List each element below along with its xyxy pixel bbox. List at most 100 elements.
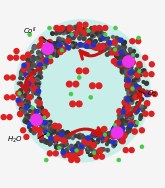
Circle shape [31, 65, 34, 68]
Circle shape [120, 60, 122, 62]
Circle shape [42, 120, 46, 124]
Circle shape [76, 29, 79, 33]
Circle shape [64, 135, 68, 139]
Circle shape [53, 46, 56, 49]
Circle shape [28, 122, 32, 127]
Circle shape [19, 93, 23, 96]
Circle shape [37, 75, 39, 77]
Circle shape [132, 96, 136, 100]
Circle shape [45, 116, 47, 118]
Circle shape [87, 31, 91, 34]
Circle shape [145, 92, 149, 97]
Circle shape [106, 143, 108, 146]
Circle shape [41, 107, 43, 109]
Circle shape [96, 152, 99, 155]
Circle shape [19, 77, 22, 80]
Circle shape [76, 101, 82, 107]
Circle shape [14, 49, 19, 54]
Circle shape [26, 86, 30, 89]
Circle shape [59, 130, 62, 133]
Circle shape [123, 113, 127, 116]
Circle shape [40, 129, 43, 132]
Text: $H_2O$: $H_2O$ [7, 135, 22, 145]
Circle shape [113, 134, 117, 137]
Circle shape [79, 33, 82, 36]
Circle shape [107, 132, 111, 136]
Circle shape [92, 151, 96, 155]
Circle shape [34, 92, 37, 95]
Circle shape [34, 57, 37, 60]
Circle shape [129, 65, 133, 69]
Circle shape [127, 122, 130, 126]
Circle shape [67, 29, 70, 33]
Circle shape [115, 122, 118, 126]
Circle shape [101, 128, 105, 132]
Circle shape [48, 46, 52, 50]
Circle shape [130, 100, 133, 104]
Circle shape [32, 131, 36, 135]
Circle shape [33, 126, 38, 131]
Circle shape [4, 75, 9, 80]
Circle shape [146, 92, 151, 96]
Circle shape [24, 63, 29, 68]
Circle shape [131, 53, 135, 57]
Circle shape [109, 133, 112, 136]
Circle shape [19, 89, 23, 93]
Circle shape [110, 132, 113, 135]
Circle shape [37, 97, 40, 100]
Circle shape [42, 124, 44, 126]
Circle shape [96, 140, 99, 144]
Circle shape [62, 152, 67, 158]
Circle shape [60, 144, 63, 147]
Circle shape [39, 127, 43, 131]
Circle shape [111, 127, 116, 132]
Circle shape [91, 34, 93, 37]
Circle shape [122, 41, 125, 45]
Circle shape [78, 133, 82, 137]
Circle shape [132, 89, 136, 93]
Circle shape [21, 55, 26, 60]
Circle shape [25, 104, 28, 107]
Circle shape [38, 65, 43, 70]
Circle shape [23, 119, 27, 123]
Circle shape [134, 96, 136, 98]
Circle shape [86, 148, 89, 152]
Circle shape [121, 71, 124, 74]
Circle shape [127, 95, 130, 97]
Circle shape [57, 49, 59, 51]
Circle shape [118, 120, 122, 124]
Circle shape [124, 108, 129, 113]
Circle shape [68, 146, 71, 149]
Circle shape [42, 113, 44, 116]
Circle shape [48, 133, 52, 137]
Circle shape [49, 55, 52, 59]
Circle shape [47, 54, 50, 57]
Circle shape [34, 119, 38, 122]
Circle shape [132, 49, 135, 53]
Circle shape [30, 75, 33, 79]
Circle shape [126, 107, 129, 110]
Circle shape [86, 44, 89, 47]
Circle shape [51, 52, 54, 55]
Circle shape [122, 100, 127, 105]
Circle shape [34, 81, 37, 84]
Circle shape [113, 50, 116, 54]
Circle shape [143, 111, 148, 116]
Circle shape [76, 68, 82, 74]
Circle shape [66, 45, 70, 49]
Circle shape [128, 63, 132, 67]
Circle shape [112, 40, 117, 45]
Circle shape [99, 47, 102, 50]
Circle shape [135, 67, 139, 71]
Circle shape [129, 85, 132, 88]
Circle shape [94, 40, 97, 43]
Circle shape [20, 96, 23, 99]
Circle shape [128, 80, 131, 82]
Circle shape [107, 46, 110, 50]
Circle shape [113, 49, 115, 51]
Circle shape [71, 44, 73, 47]
Circle shape [98, 45, 101, 48]
Circle shape [31, 59, 34, 62]
Circle shape [38, 71, 42, 75]
Circle shape [32, 55, 35, 58]
